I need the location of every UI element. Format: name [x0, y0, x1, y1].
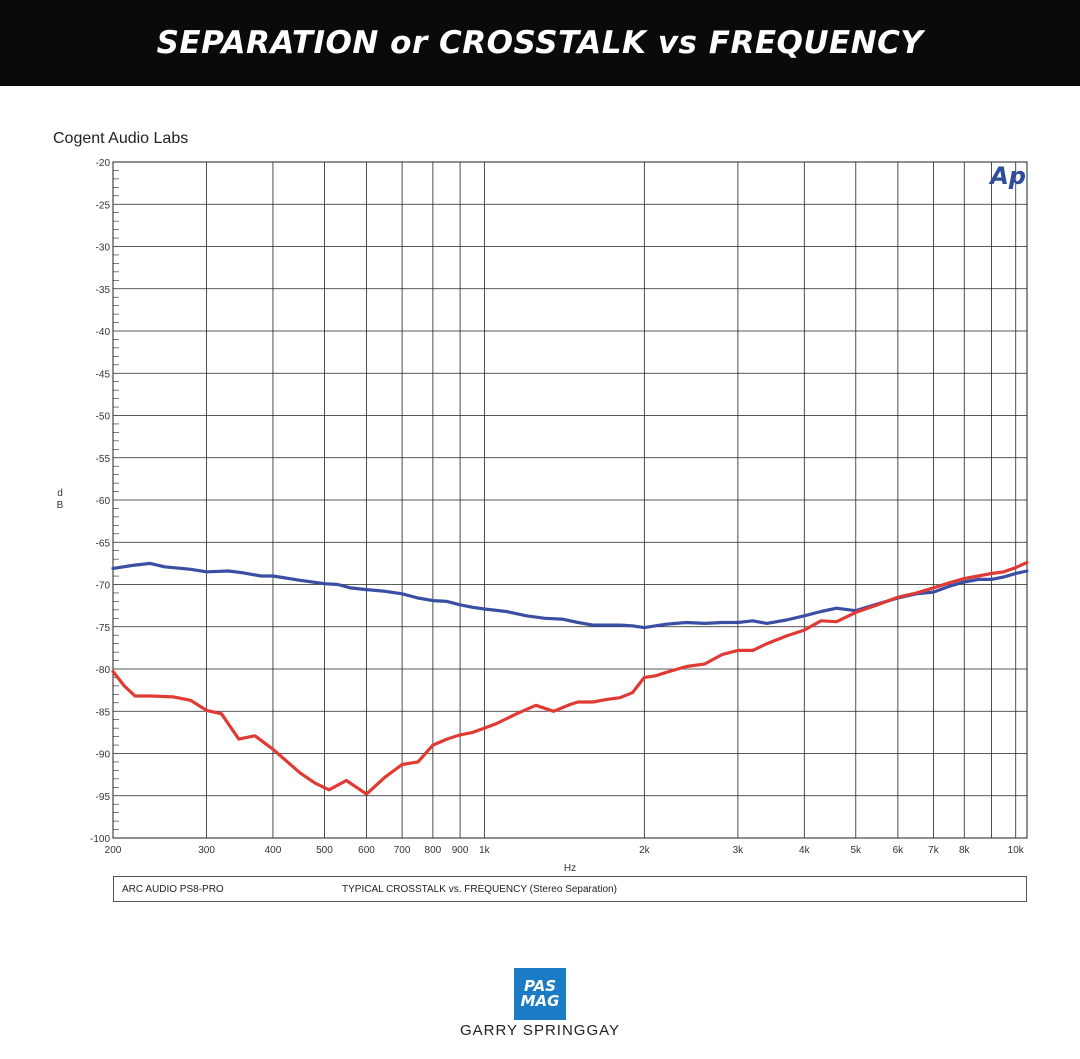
- x-axis-label: Hz: [564, 863, 576, 874]
- pasmag-logo: PAS MAG: [514, 968, 566, 1020]
- x-tick-label: 1k: [479, 845, 491, 856]
- y-tick-label: -50: [96, 412, 111, 423]
- x-tick-label: 4k: [799, 845, 811, 856]
- y-tick-label: -40: [96, 327, 111, 338]
- caption-description: TYPICAL CROSSTALK vs. FREQUENCY (Stereo …: [342, 884, 617, 895]
- y-tick-label: -30: [96, 243, 111, 254]
- photo-credit: GARRY SPRINGGAY: [459, 1022, 621, 1039]
- x-tick-label: 400: [265, 845, 282, 856]
- x-tick-label: 2k: [639, 845, 651, 856]
- series-line-red: [111, 560, 1029, 796]
- y-tick-label: -35: [96, 285, 111, 296]
- x-tick-label: 900: [452, 845, 469, 856]
- header-bar: SEPARATION or CROSSTALK vs FREQUENCY: [0, 0, 1080, 86]
- x-tick-label: 700: [394, 845, 411, 856]
- y-tick-label: -70: [96, 581, 111, 592]
- y-axis-label: d: [57, 488, 63, 499]
- y-tick-label: -55: [96, 454, 111, 465]
- y-tick-label: -90: [96, 750, 111, 761]
- x-tick-label: 800: [425, 845, 442, 856]
- y-tick-label: -85: [96, 707, 111, 718]
- y-tick-label: -25: [96, 200, 111, 211]
- x-tick-label: 7k: [928, 845, 940, 856]
- header-title: SEPARATION or CROSSTALK vs FREQUENCY: [156, 25, 924, 61]
- y-tick-label: -45: [96, 369, 111, 380]
- series-line-blue: [111, 561, 1029, 630]
- crosstalk-chart: -20 -25 -30 -35 -40 -45 -50 -55 -60 -65 -70 -75 -80 -…: [57, 158, 1029, 874]
- caption-product: ARC AUDIO PS8-PRO: [122, 884, 224, 895]
- y-tick-label: -80: [96, 665, 111, 676]
- logo-line-1: PAS: [523, 977, 557, 995]
- ap-logo: Ap: [988, 162, 1026, 190]
- x-tick-label: 200: [105, 845, 122, 856]
- plot-border: [112, 161, 1028, 839]
- x-tick-label: 3k: [733, 845, 745, 856]
- x-tick-label: 6k: [893, 845, 905, 856]
- x-tick-label: 5k: [851, 845, 863, 856]
- x-tick-label: 600: [358, 845, 375, 856]
- y-tick-label: -60: [96, 496, 111, 507]
- y-tick-label: -75: [96, 623, 111, 634]
- x-tick-label: 300: [198, 845, 215, 856]
- y-axis-label: B: [57, 500, 64, 511]
- x-tick-label: 500: [316, 845, 333, 856]
- y-tick-label: -100: [90, 834, 110, 845]
- logo-line-2: MAG: [520, 992, 560, 1010]
- y-tick-label: -95: [96, 792, 111, 803]
- y-tick-label: -20: [96, 158, 111, 169]
- y-tick-label: -65: [96, 538, 111, 549]
- caption-box: ARC AUDIO PS8-PRO TYPICAL CROSSTALK vs. …: [113, 876, 1027, 902]
- lab-name: Cogent Audio Labs: [53, 130, 189, 147]
- x-tick-label: 8k: [959, 845, 971, 856]
- x-tick-label: 10k: [1008, 845, 1025, 856]
